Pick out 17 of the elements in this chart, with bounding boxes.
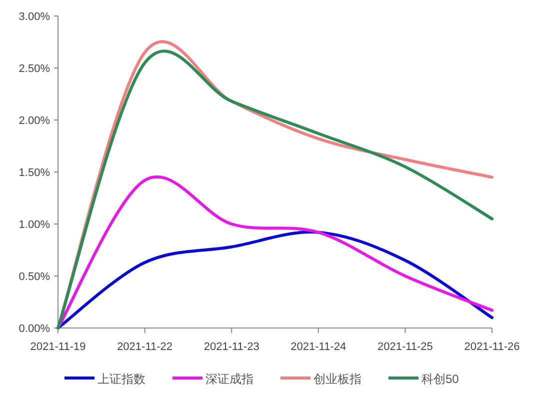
x-tick-label: 2021-11-26 <box>464 341 520 353</box>
y-tick-label: 3.00% <box>18 11 50 23</box>
legend-label: 上证指数 <box>98 372 146 386</box>
y-tick-label: 0.00% <box>18 323 50 335</box>
legend-label: 科创50 <box>422 372 460 386</box>
x-tick-label: 2021-11-19 <box>30 341 86 353</box>
x-tick-label: 2021-11-25 <box>377 341 433 353</box>
legend-label: 创业板指 <box>314 372 362 386</box>
x-tick-label: 2021-11-24 <box>290 341 346 353</box>
y-tick-label: 0.50% <box>18 271 50 283</box>
y-tick-label: 1.00% <box>18 219 50 231</box>
y-tick-label: 1.50% <box>18 167 50 179</box>
x-tick-label: 2021-11-23 <box>204 341 260 353</box>
x-tick-label: 2021-11-22 <box>117 341 173 353</box>
legend-label: 深证成指 <box>206 372 254 386</box>
y-tick-label: 2.50% <box>18 63 50 75</box>
y-tick-label: 2.00% <box>18 115 50 127</box>
